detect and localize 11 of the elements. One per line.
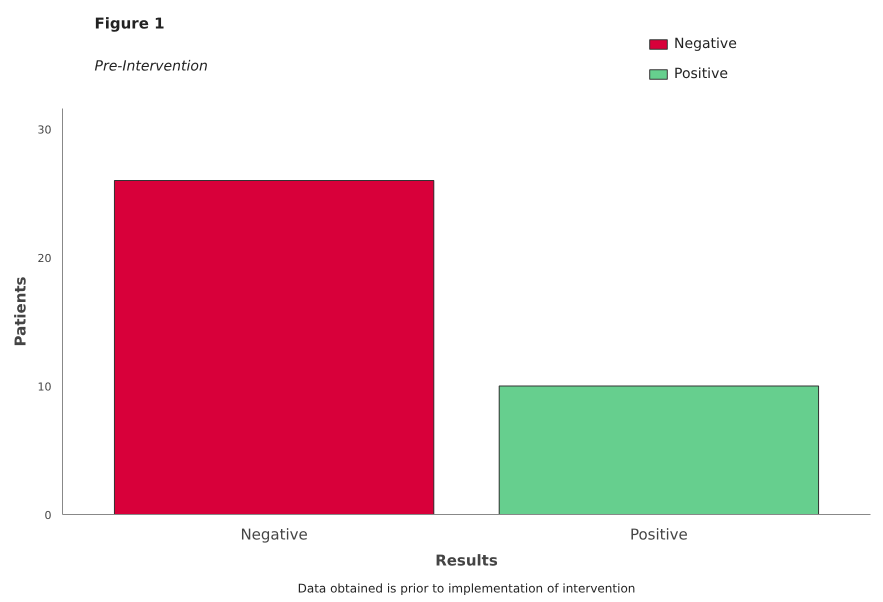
- y-axis-title: Patients: [12, 276, 30, 346]
- y-tick-label: 30: [38, 124, 52, 137]
- y-tick-label: 10: [38, 380, 52, 394]
- text: Data obtained is prior to implementation of intervention: [298, 582, 636, 596]
- chart-subtitle: Pre-Intervention: [94, 58, 208, 74]
- y-tick-label: 20: [38, 252, 52, 266]
- legend-label: Positive: [674, 66, 728, 82]
- chart-title: Figure 1: [94, 14, 165, 32]
- x-axis-title: Results: [435, 552, 498, 570]
- legend-label: Negative: [674, 36, 737, 52]
- y-tick-label: 0: [44, 509, 52, 522]
